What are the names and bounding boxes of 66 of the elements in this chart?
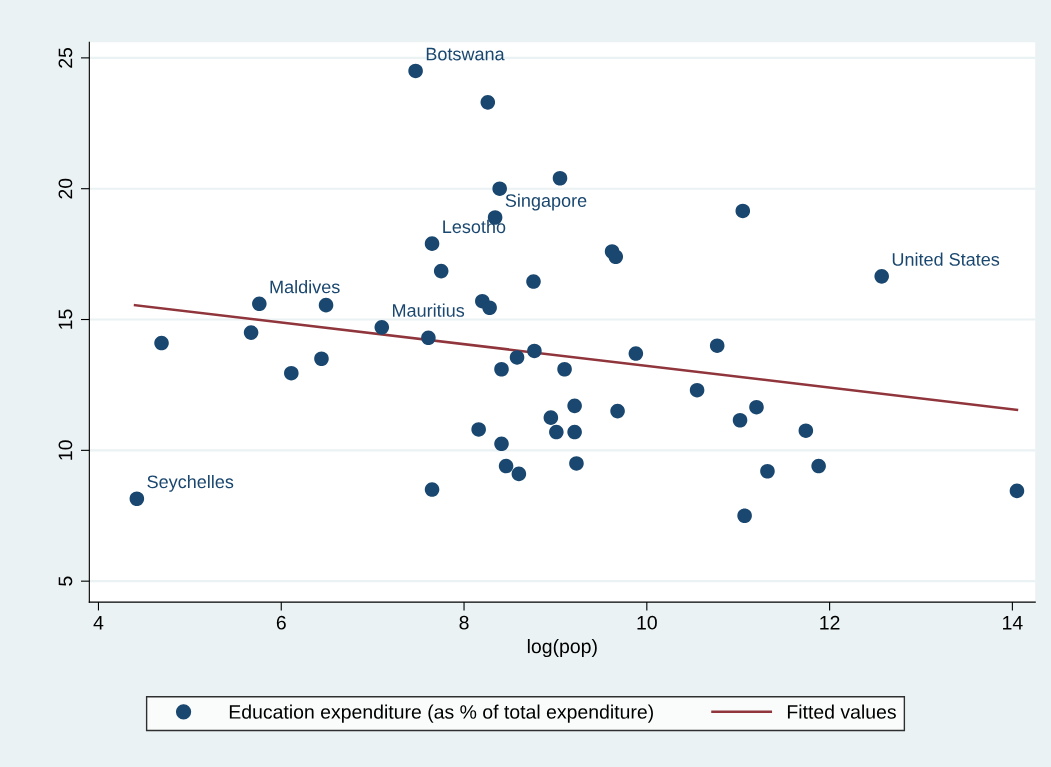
point bbox=[749, 399, 764, 415]
point bbox=[549, 424, 564, 440]
point bbox=[811, 458, 826, 474]
annotation: United States bbox=[892, 252, 1000, 266]
point bbox=[492, 181, 507, 196]
point bbox=[421, 330, 436, 346]
point bbox=[543, 410, 559, 425]
point bbox=[737, 508, 752, 524]
legend-label: Education expenditure (as % of total expenditure) bbox=[229, 704, 653, 723]
y-tick-label: 10 bbox=[58, 440, 73, 460]
point bbox=[243, 325, 259, 340]
point bbox=[735, 203, 751, 219]
x-tick-label: 12 bbox=[820, 615, 840, 630]
x-tick-label: 10 bbox=[637, 615, 657, 630]
point bbox=[567, 398, 582, 414]
point bbox=[709, 338, 725, 353]
point bbox=[509, 350, 525, 365]
legend-label: Fitted values bbox=[787, 704, 896, 719]
point bbox=[552, 170, 568, 186]
point bbox=[494, 361, 509, 377]
x-tick-label: 14 bbox=[1003, 616, 1023, 630]
annotation: Lesotho bbox=[443, 219, 506, 234]
point bbox=[527, 343, 542, 359]
point bbox=[129, 491, 145, 507]
point bbox=[798, 423, 814, 438]
point bbox=[314, 351, 329, 367]
point bbox=[480, 95, 496, 110]
point bbox=[689, 382, 705, 398]
point bbox=[526, 274, 541, 289]
y-tick-label: 20 bbox=[58, 178, 73, 199]
annotation: Mauritius bbox=[392, 303, 465, 317]
point bbox=[732, 412, 748, 428]
point bbox=[482, 300, 497, 316]
point bbox=[610, 403, 625, 419]
point bbox=[154, 335, 169, 351]
x-tick-label: 6 bbox=[276, 615, 286, 630]
annotation: Maldives bbox=[270, 280, 340, 294]
point bbox=[760, 463, 775, 479]
x-tick-label: 8 bbox=[459, 615, 469, 630]
point bbox=[511, 466, 527, 482]
point bbox=[408, 63, 423, 79]
annotation: Seychelles bbox=[147, 474, 234, 492]
point bbox=[567, 424, 582, 440]
point bbox=[284, 365, 299, 381]
point bbox=[424, 236, 440, 251]
point bbox=[252, 296, 267, 312]
y-tick-label: 5 bbox=[58, 576, 73, 586]
annotation: Singapore bbox=[505, 193, 587, 211]
annotation: Botswana bbox=[426, 47, 505, 61]
point bbox=[498, 458, 514, 474]
point bbox=[557, 361, 572, 377]
point bbox=[471, 422, 486, 437]
y-tick-label: 15 bbox=[58, 309, 73, 329]
point bbox=[608, 249, 624, 265]
point bbox=[628, 346, 644, 361]
point bbox=[1009, 483, 1025, 499]
x-tick-label: 4 bbox=[93, 616, 104, 630]
x-axis-title: log(pop) bbox=[527, 638, 597, 658]
point bbox=[424, 482, 440, 497]
point bbox=[874, 269, 889, 284]
point bbox=[494, 436, 509, 452]
point bbox=[569, 456, 584, 471]
point bbox=[433, 263, 449, 279]
point bbox=[374, 320, 390, 335]
y-tick-label: 25 bbox=[58, 47, 73, 68]
point bbox=[318, 297, 334, 313]
